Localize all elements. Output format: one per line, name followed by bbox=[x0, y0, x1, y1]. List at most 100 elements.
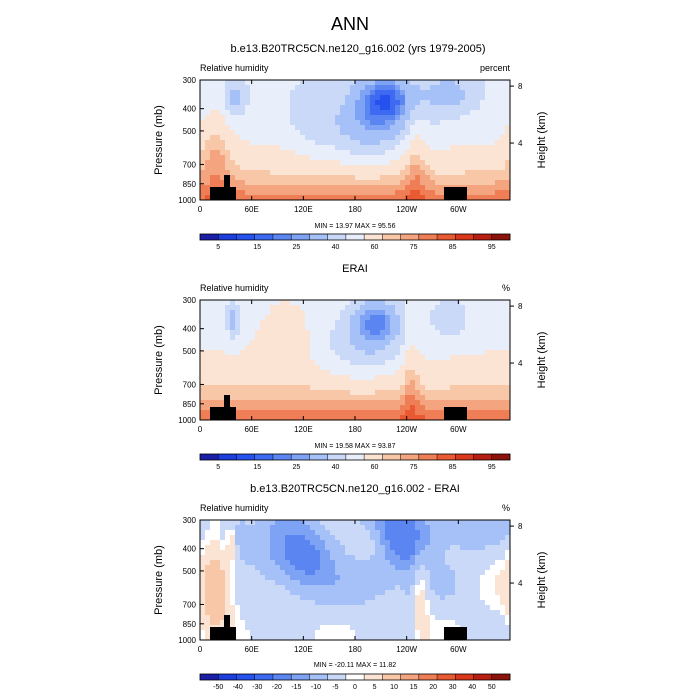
heatmap-cell bbox=[270, 370, 276, 376]
heatmap-cell bbox=[315, 325, 321, 331]
heatmap-cell bbox=[430, 385, 436, 391]
heatmap-cell bbox=[280, 325, 286, 331]
heatmap-cell bbox=[200, 125, 206, 131]
heatmap-cell bbox=[465, 360, 471, 366]
heatmap-cell bbox=[240, 360, 246, 366]
heatmap-cell bbox=[210, 140, 216, 146]
colorbar-swatch bbox=[491, 674, 511, 680]
heatmap-cell bbox=[310, 570, 316, 576]
heatmap-cell bbox=[345, 320, 351, 326]
heatmap-cell bbox=[385, 365, 391, 371]
heatmap-cell bbox=[215, 355, 221, 361]
heatmap-cell bbox=[335, 575, 341, 581]
heatmap-cell bbox=[495, 565, 501, 571]
heatmap-cell bbox=[215, 550, 221, 556]
heatmap-cell bbox=[395, 525, 401, 531]
heatmap-cell bbox=[370, 630, 376, 636]
heatmap-cell bbox=[350, 80, 356, 86]
heatmap-cell bbox=[455, 600, 461, 606]
heatmap-cell bbox=[220, 355, 226, 361]
heatmap-cell bbox=[320, 535, 326, 541]
heatmap-cell bbox=[250, 390, 256, 396]
heatmap-cell bbox=[260, 375, 266, 381]
heatmap-cell bbox=[480, 405, 486, 411]
heatmap-cell bbox=[300, 580, 306, 586]
heatmap-cell bbox=[295, 315, 301, 321]
heatmap-cell bbox=[205, 190, 211, 196]
colorbar-label: 15 bbox=[253, 464, 261, 471]
heatmap-cell bbox=[460, 115, 466, 121]
heatmap-cell bbox=[235, 305, 241, 311]
heatmap-cell bbox=[475, 600, 481, 606]
heatmap-cell bbox=[340, 185, 346, 191]
heatmap-cell bbox=[345, 635, 351, 641]
heatmap-cell bbox=[435, 610, 441, 616]
heatmap-cell bbox=[360, 150, 366, 156]
heatmap-cell bbox=[225, 565, 231, 571]
heatmap-cell bbox=[335, 365, 341, 371]
heatmap-cell bbox=[365, 195, 371, 201]
heatmap-cell bbox=[380, 535, 386, 541]
heatmap-cell bbox=[200, 605, 206, 611]
heatmap-cell bbox=[430, 85, 436, 91]
heatmap-cell bbox=[290, 150, 296, 156]
heatmap-cell bbox=[265, 115, 271, 121]
heatmap-cell bbox=[285, 550, 291, 556]
heatmap-cell bbox=[340, 550, 346, 556]
heatmap-cell bbox=[420, 575, 426, 581]
heatmap-cell bbox=[440, 145, 446, 151]
heatmap-cell bbox=[505, 615, 511, 621]
heatmap-cell bbox=[460, 85, 466, 91]
heatmap-cell bbox=[275, 540, 281, 546]
heatmap-cell bbox=[235, 360, 241, 366]
heatmap-cell bbox=[355, 635, 361, 641]
heatmap-cell bbox=[290, 520, 296, 526]
heatmap-cell bbox=[225, 390, 231, 396]
heatmap-cell bbox=[230, 570, 236, 576]
heatmap-cell bbox=[305, 185, 311, 191]
x-tick-label: 0 bbox=[198, 205, 203, 214]
heatmap-cell bbox=[220, 145, 226, 151]
heatmap-cell bbox=[375, 550, 381, 556]
heatmap-cell bbox=[485, 385, 491, 391]
heatmap-cell bbox=[490, 100, 496, 106]
heatmap-cell bbox=[390, 305, 396, 311]
heatmap-cell bbox=[445, 610, 451, 616]
heatmap-cell bbox=[490, 300, 496, 306]
heatmap-cell bbox=[335, 335, 341, 341]
heatmap-cell bbox=[415, 400, 421, 406]
heatmap-cell bbox=[335, 385, 341, 391]
heatmap-cell bbox=[470, 320, 476, 326]
heatmap-cell bbox=[400, 170, 406, 176]
heatmap-cell bbox=[455, 155, 461, 161]
heatmap-cell bbox=[430, 380, 436, 386]
heatmap-cell bbox=[340, 100, 346, 106]
heatmap-cell bbox=[275, 145, 281, 151]
heatmap-cell bbox=[480, 90, 486, 96]
heatmap-cell bbox=[425, 570, 431, 576]
heatmap-cell bbox=[370, 390, 376, 396]
heatmap-cell bbox=[410, 530, 416, 536]
heatmap-cell bbox=[225, 300, 231, 306]
heatmap-cell bbox=[445, 140, 451, 146]
heatmap-cell bbox=[240, 365, 246, 371]
heatmap-cell bbox=[325, 355, 331, 361]
heatmap-cell bbox=[260, 400, 266, 406]
heatmap-cell bbox=[440, 370, 446, 376]
heatmap-cell bbox=[500, 310, 506, 316]
heatmap-cell bbox=[430, 120, 436, 126]
heatmap-cell bbox=[335, 545, 341, 551]
heatmap-cell bbox=[500, 175, 506, 181]
heatmap-cell bbox=[295, 135, 301, 141]
heatmap-cell bbox=[270, 325, 276, 331]
y-axis-label: Pressure (mb) bbox=[153, 325, 165, 395]
heatmap-cell bbox=[250, 595, 256, 601]
heatmap-cell bbox=[465, 80, 471, 86]
heatmap-cell bbox=[390, 585, 396, 591]
heatmap-cell bbox=[495, 395, 501, 401]
heatmap-cell bbox=[370, 350, 376, 356]
heatmap-cell bbox=[400, 145, 406, 151]
heatmap-cell bbox=[465, 340, 471, 346]
heatmap-cell bbox=[505, 155, 511, 161]
heatmap-cell bbox=[410, 165, 416, 171]
